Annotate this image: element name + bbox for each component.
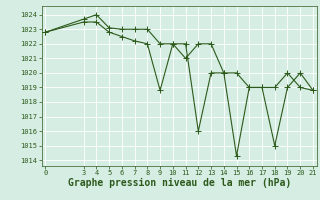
X-axis label: Graphe pression niveau de la mer (hPa): Graphe pression niveau de la mer (hPa)	[68, 178, 291, 188]
